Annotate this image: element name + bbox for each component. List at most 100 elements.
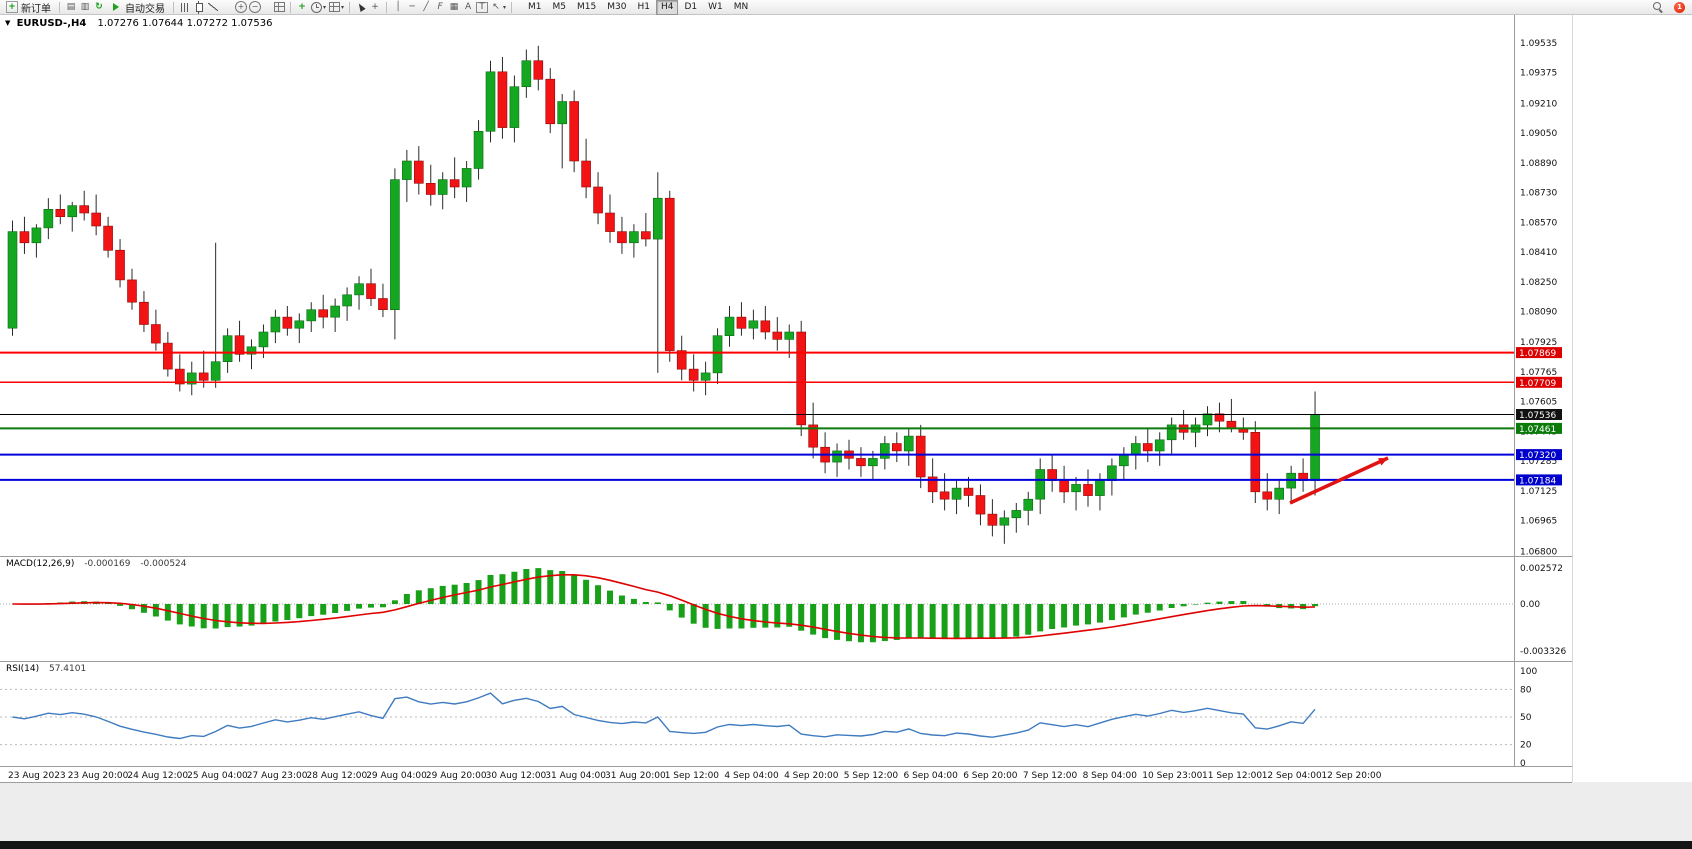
svg-text:6 Sep 20:00: 6 Sep 20:00	[963, 771, 1018, 781]
svg-text:1.07461: 1.07461	[1519, 425, 1556, 435]
trendline-icon[interactable]: ╱	[423, 2, 429, 12]
tab-timeframe-h1[interactable]: H1	[637, 1, 650, 12]
svg-text:1.07709: 1.07709	[1519, 379, 1556, 389]
shapes-grid-icon[interactable]: ▦	[449, 2, 459, 12]
svg-text:1.06800: 1.06800	[1520, 547, 1557, 557]
arrows-tool-icon[interactable]: ↖	[492, 2, 500, 12]
svg-text:1.08570: 1.08570	[1520, 218, 1557, 228]
refresh-icon[interactable]: ↻	[95, 2, 103, 12]
new-chart-icon[interactable]: ▤	[66, 2, 76, 12]
svg-text:1.07869: 1.07869	[1519, 349, 1556, 359]
svg-text:1.07605: 1.07605	[1520, 398, 1557, 408]
svg-text:0: 0	[1520, 759, 1526, 769]
svg-text:1.09535: 1.09535	[1520, 39, 1557, 49]
svg-text:6 Sep 04:00: 6 Sep 04:00	[904, 771, 959, 781]
toolbar-separator	[349, 1, 351, 13]
horizontal-line-icon[interactable]: ─	[409, 2, 415, 12]
autotrading-play-icon	[113, 3, 119, 11]
periods-icon[interactable]	[310, 1, 322, 13]
periods-dropdown-icon[interactable]: ▾	[323, 3, 327, 11]
chart-window[interactable]: 1.09535 1.09375 1.09210 1.09050 1.08890 1.087…	[0, 15, 1692, 849]
crosshair-icon[interactable]: +	[371, 2, 379, 12]
horizontal-level-lines[interactable]	[0, 351, 1514, 481]
svg-text:80: 80	[1520, 685, 1532, 695]
tab-timeframe-mn[interactable]: MN	[733, 1, 749, 12]
tab-timeframe-m30[interactable]: M30	[607, 1, 627, 12]
tab-timeframe-h4[interactable]: H4	[655, 0, 679, 15]
svg-text:29 Aug 04:00: 29 Aug 04:00	[366, 771, 427, 781]
autotrading-label: 自动交易	[125, 3, 165, 15]
svg-text:28 Aug 12:00: 28 Aug 12:00	[307, 771, 368, 781]
svg-text:0.00: 0.00	[1520, 600, 1540, 610]
templates-icon[interactable]	[328, 2, 340, 13]
svg-text:31 Aug 20:00: 31 Aug 20:00	[605, 771, 666, 781]
label-tool-icon[interactable]: T	[476, 1, 489, 13]
tab-timeframe-m5[interactable]: M5	[552, 1, 567, 12]
svg-text:5 Sep 12:00: 5 Sep 12:00	[844, 771, 899, 781]
text-tool-icon[interactable]: A	[464, 2, 472, 12]
new-order-label: 新订单	[21, 3, 51, 15]
tab-timeframe-m15[interactable]: M15	[577, 1, 597, 12]
fibonacci-icon[interactable]: F	[437, 2, 443, 12]
candlestick-chart-icon[interactable]	[193, 0, 205, 14]
toolbar-separator	[59, 1, 60, 13]
tile-windows-icon[interactable]	[273, 2, 285, 13]
svg-text:1.07285: 1.07285	[1520, 457, 1557, 467]
trend-arrow-annotation[interactable]	[1289, 456, 1389, 505]
svg-text:4 Sep 20:00: 4 Sep 20:00	[784, 771, 839, 781]
timeframe-group: M1 M5 M15 M30 H1 H4 D1 W1 MN	[523, 0, 753, 15]
svg-text:100: 100	[1520, 667, 1537, 677]
toolbar-right-group: 1	[1652, 1, 1685, 13]
svg-text:50: 50	[1520, 713, 1532, 723]
svg-text:30 Aug 12:00: 30 Aug 12:00	[486, 771, 547, 781]
svg-text:1.09375: 1.09375	[1520, 69, 1557, 79]
profiles-icon[interactable]: ▥	[80, 2, 90, 12]
bar-chart-icon[interactable]	[179, 2, 191, 13]
svg-text:1.07320: 1.07320	[1519, 451, 1556, 461]
svg-text:1.09210: 1.09210	[1520, 99, 1557, 109]
svg-text:1.06965: 1.06965	[1520, 517, 1557, 527]
tab-timeframe-m1[interactable]: M1	[528, 1, 542, 12]
svg-text:23 Aug 2023: 23 Aug 2023	[8, 771, 66, 781]
autotrading-button[interactable]: 自动交易	[107, 1, 168, 15]
toolbar-separator	[290, 1, 291, 13]
svg-text:25 Aug 04:00: 25 Aug 04:00	[187, 771, 248, 781]
svg-text:12 Sep 20:00: 12 Sep 20:00	[1321, 771, 1381, 781]
svg-text:4 Sep 04:00: 4 Sep 04:00	[724, 771, 779, 781]
toolbar-separator	[511, 1, 513, 13]
macd-panel	[0, 568, 1514, 643]
svg-text:8 Sep 04:00: 8 Sep 04:00	[1083, 771, 1138, 781]
svg-text:1.08090: 1.08090	[1520, 308, 1557, 318]
svg-text:-0.003326: -0.003326	[1520, 647, 1566, 657]
tab-timeframe-w1[interactable]: W1	[708, 1, 723, 12]
svg-text:1.07925: 1.07925	[1520, 338, 1557, 348]
svg-text:11 Sep 12:00: 11 Sep 12:00	[1202, 771, 1262, 781]
svg-text:1.07125: 1.07125	[1520, 487, 1557, 497]
svg-text:1 Sep 12:00: 1 Sep 12:00	[665, 771, 720, 781]
toolbar-separator	[173, 1, 174, 13]
svg-text:23 Aug 20:00: 23 Aug 20:00	[68, 771, 129, 781]
indicators-icon[interactable]: +	[298, 2, 306, 12]
svg-text:20: 20	[1520, 741, 1532, 751]
notification-badge[interactable]: 1	[1674, 1, 1685, 13]
toolbar-separator	[386, 1, 388, 13]
svg-text:7 Sep 12:00: 7 Sep 12:00	[1023, 771, 1078, 781]
svg-text:0.002572: 0.002572	[1520, 564, 1563, 574]
arrows-dropdown-icon[interactable]: ▾	[503, 3, 507, 11]
svg-text:1.08250: 1.08250	[1520, 278, 1557, 288]
line-chart-icon[interactable]	[207, 2, 219, 13]
svg-text:10 Sep 23:00: 10 Sep 23:00	[1142, 771, 1202, 781]
svg-text:1.07184: 1.07184	[1519, 476, 1556, 486]
new-order-button[interactable]: + 新订单	[3, 1, 54, 15]
tab-timeframe-d1[interactable]: D1	[684, 1, 698, 12]
vertical-line-icon[interactable]: │	[395, 2, 401, 12]
svg-text:12 Sep 04:00: 12 Sep 04:00	[1262, 771, 1322, 781]
templates-dropdown-icon[interactable]: ▾	[341, 3, 345, 11]
zoom-out-icon[interactable]: −	[249, 1, 261, 13]
main-toolbar: + 新订单 ▤ ▥ ↻ 自动交易 + − + ▾ ▾ + │ ─ ╱ F ▦ A…	[0, 0, 1692, 15]
svg-text:29 Aug 20:00: 29 Aug 20:00	[426, 771, 487, 781]
search-icon[interactable]	[1652, 1, 1664, 13]
zoom-in-icon[interactable]: +	[235, 1, 247, 13]
cursor-icon[interactable]	[355, 2, 367, 13]
